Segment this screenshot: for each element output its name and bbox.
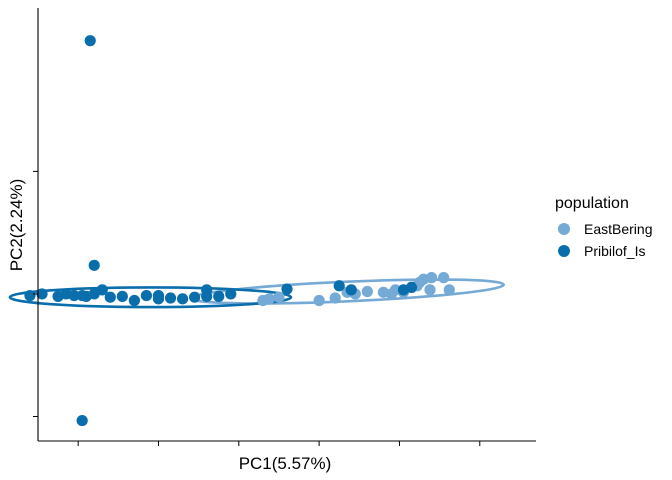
point-pribilof-is-2 xyxy=(88,259,100,271)
point-pribilof-is-23 xyxy=(333,280,345,292)
y-axis-ticks xyxy=(33,170,38,417)
legend-key-pribilof-is xyxy=(558,245,570,257)
point-pribilof-is-17 xyxy=(176,293,189,305)
legend-key-eastbering xyxy=(558,223,570,235)
point-pribilof-is-26 xyxy=(405,281,418,294)
point-pribilof-is-18 xyxy=(189,291,201,303)
point-eastbering-4 xyxy=(329,292,341,304)
legend: population EastBering Pribilof_Is xyxy=(555,195,652,259)
point-pribilof-is-14 xyxy=(140,289,153,302)
legend-label-pribilof-is: Pribilof_Is xyxy=(584,243,645,259)
point-eastbering-3 xyxy=(313,294,325,307)
point-pribilof-is-11 xyxy=(104,291,116,303)
point-pribilof-is-20 xyxy=(213,290,225,302)
y-axis-title: PC2(2.24%) xyxy=(7,179,26,272)
point-eastbering-7 xyxy=(361,285,373,298)
axis-layer xyxy=(33,8,536,446)
point-pribilof-is-13 xyxy=(128,294,140,307)
x-axis-ticks xyxy=(77,441,481,446)
point-eastbering-1 xyxy=(263,293,275,305)
point-eastbering-19 xyxy=(385,288,398,300)
point-layer xyxy=(24,35,455,427)
point-eastbering-15 xyxy=(425,272,438,284)
point-pribilof-is-21 xyxy=(225,288,237,300)
point-eastbering-18 xyxy=(424,284,436,296)
point-pribilof-is-16 xyxy=(164,292,177,304)
point-pribilof-is-4 xyxy=(36,288,48,300)
point-pribilof-is-0 xyxy=(84,35,96,47)
legend-label-eastbering: EastBering xyxy=(584,221,652,237)
point-pribilof-is-28 xyxy=(201,290,213,302)
point-pribilof-is-12 xyxy=(116,290,128,302)
point-pribilof-is-7 xyxy=(68,289,80,302)
point-pribilof-is-22 xyxy=(281,283,293,295)
point-pribilof-is-24 xyxy=(345,284,357,296)
legend-title: population xyxy=(555,195,629,212)
x-axis-title: PC1(5.57%) xyxy=(239,454,332,473)
confidence-ellipse-pribilof-is xyxy=(8,286,293,309)
point-eastbering-2 xyxy=(273,291,285,303)
point-pribilof-is-1 xyxy=(76,414,88,427)
point-pribilof-is-29 xyxy=(152,289,165,302)
point-eastbering-16 xyxy=(438,272,450,284)
point-pribilof-is-10 xyxy=(88,288,100,300)
point-eastbering-17 xyxy=(443,284,455,296)
point-pribilof-is-27 xyxy=(24,289,36,302)
